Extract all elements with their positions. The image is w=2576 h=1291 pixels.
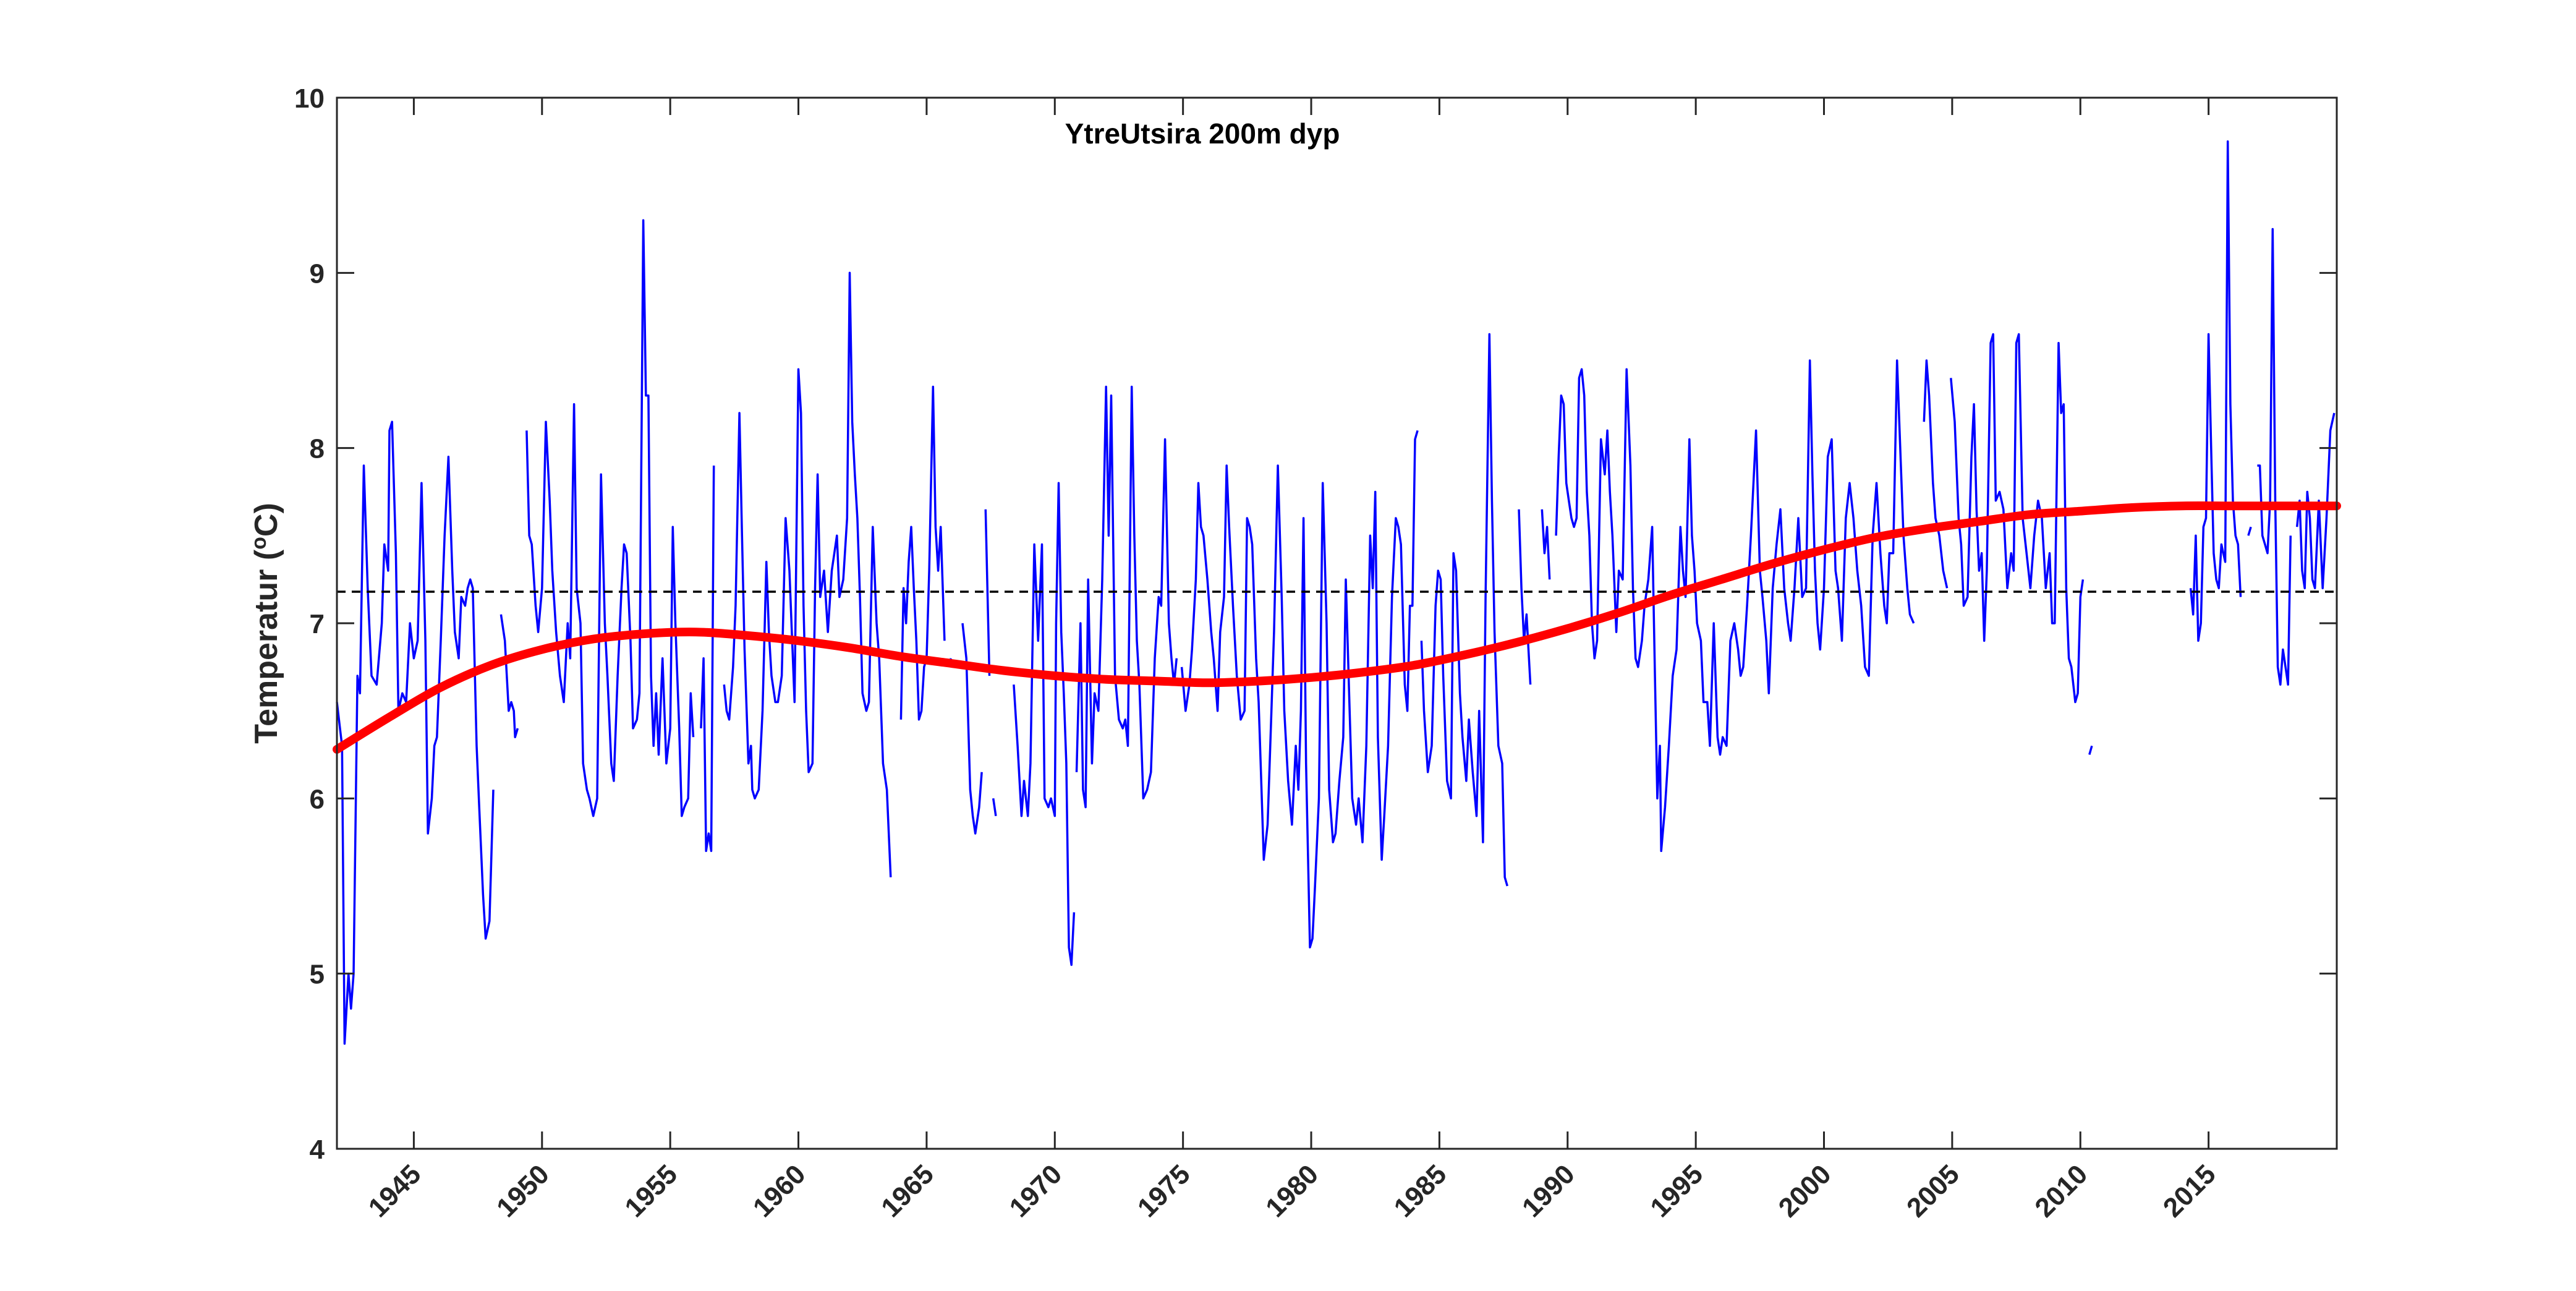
monthly-temperature-line (2257, 228, 2292, 686)
y-tick-label: 8 (310, 434, 325, 464)
monthly-temperature-line (499, 614, 519, 738)
smoothed-trend-line (333, 501, 2341, 754)
chart-title: YtreUtsira 200m dyp (1065, 117, 1340, 150)
monthly-temperature-line (2189, 140, 2242, 642)
monthly-temperature-line (2295, 412, 2336, 590)
monthly-temperature-line (992, 798, 997, 816)
monthly-temperature-line (1075, 385, 1178, 809)
monthly-temperature-line (961, 623, 983, 835)
y-tick-label: 4 (310, 1135, 325, 1165)
monthly-temperature-line (1950, 333, 2085, 704)
y-tick-label: 6 (310, 784, 325, 814)
data-layer (333, 140, 2341, 1045)
y-axis-label: Temperatur (oC) (247, 503, 284, 744)
monthly-temperature-line (525, 219, 695, 817)
y-tick-label: 9 (310, 258, 325, 289)
monthly-temperature-line (984, 509, 991, 676)
monthly-temperature-line (1013, 482, 1076, 966)
y-tick-label: 7 (310, 609, 325, 639)
monthly-temperature-line (2247, 526, 2252, 536)
plot-area (337, 98, 2337, 1149)
monthly-temperature-line (2088, 745, 2093, 755)
monthly-temperature-line (1923, 359, 1949, 589)
monthly-temperature-line (1541, 509, 1551, 580)
monthly-temperature-line (700, 465, 715, 853)
monthly-temperature-line (1420, 333, 1508, 887)
monthly-temperature-line (1180, 430, 1419, 948)
y-tick-label: 5 (310, 960, 325, 990)
monthly-temperature-line (336, 420, 495, 1045)
monthly-temperature-line (899, 385, 946, 721)
monthly-temperature-line (1555, 359, 1915, 853)
monthly-temperature-line (723, 271, 892, 877)
y-tick-label: 10 (294, 83, 325, 114)
